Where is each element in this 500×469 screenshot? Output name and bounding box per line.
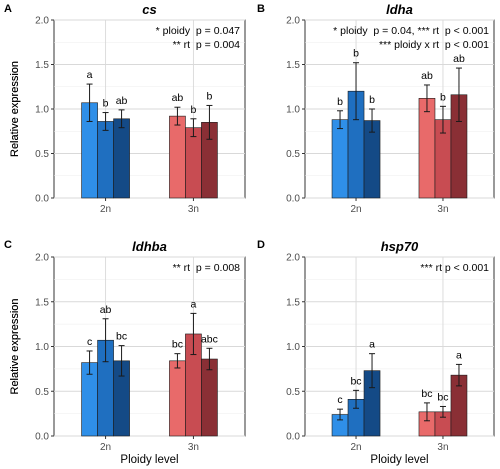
y-tick-label: 2.0 [286, 253, 300, 264]
bar [331, 119, 349, 199]
y-axis-label: Relative expression [9, 299, 21, 395]
y-tick-label: 1.0 [286, 105, 300, 116]
x-tick-label: 3n [437, 442, 448, 453]
y-tick-label: 1.0 [286, 342, 300, 353]
y-tick-label: 0.0 [286, 432, 300, 443]
bar [185, 127, 202, 199]
y-tick-label: 0.5 [35, 387, 49, 398]
stats-annotation: *** rt p < 0.001 [420, 262, 489, 274]
y-tick-label: 0.0 [35, 432, 49, 443]
x-tick-label: 2n [350, 442, 361, 453]
significance-letter: abc [201, 333, 218, 345]
significance-letter: a [369, 339, 375, 351]
y-tick-label: 1.5 [35, 297, 49, 308]
x-tick-label: 2n [100, 204, 111, 215]
significance-letter: a [456, 349, 462, 361]
y-tick-label: 1.5 [286, 297, 300, 308]
x-tick-label: 2n [100, 442, 111, 453]
significance-letter: b [191, 104, 197, 116]
panel-title: ldha [386, 2, 413, 17]
x-tick-label: 2n [350, 204, 361, 215]
significance-letter: b [337, 96, 343, 108]
panel-title: hsp70 [381, 239, 419, 254]
stats-annotation: * ploidy p = 0.04, *** rt p < 0.001 [333, 25, 489, 37]
y-tick-label: 0.5 [35, 149, 49, 160]
panel-letter: A [4, 3, 12, 15]
x-tick-label: 3n [437, 204, 448, 215]
y-axis-label: Relative expression [9, 61, 21, 157]
y-tick-label: 2.0 [286, 16, 300, 27]
y-tick-label: 0.0 [35, 194, 49, 205]
significance-letter: bc [421, 388, 432, 400]
panel-letter: B [257, 3, 265, 15]
x-tick-label: 3n [188, 204, 199, 215]
y-axis-label: Relative expression [9, 299, 21, 395]
y-tick-label: 0.5 [286, 149, 300, 160]
significance-letter: ab [116, 95, 128, 107]
y-tick-label: 1.5 [286, 60, 300, 71]
bar [113, 118, 130, 199]
y-axis-label: Relative expression [9, 61, 21, 157]
significance-letter: c [337, 394, 342, 406]
y-tick-label: 0.0 [286, 194, 300, 205]
significance-letter: bc [350, 375, 361, 387]
stats-annotation: * ploidy p = 0.047 [156, 25, 241, 37]
y-tick-label: 1.0 [35, 342, 49, 353]
significance-letter: ab [172, 92, 184, 104]
bar [201, 358, 218, 437]
significance-letter: bc [437, 391, 448, 403]
significance-letter: bc [172, 339, 183, 351]
bar [169, 115, 186, 199]
x-axis-label: Ploidy level [370, 454, 428, 466]
significance-letter: b [440, 91, 446, 103]
x-axis-label: Ploidy level [120, 454, 178, 466]
bar [418, 98, 436, 199]
panel-letter: D [257, 239, 265, 251]
significance-letter: ab [421, 70, 433, 82]
significance-letter: b [369, 94, 375, 106]
y-tick-label: 0.5 [286, 387, 300, 398]
panel-title: cs [142, 2, 156, 17]
significance-letter: a [87, 69, 93, 81]
significance-letter: bc [116, 331, 127, 343]
panel-c: 0.0 0.5 1.0 1.5 2.0 2n 3n c ab bc bc a abc ldhba C ** r… [4, 239, 246, 453]
significance-letter: b [103, 98, 109, 110]
significance-letter: b [207, 90, 213, 102]
significance-letter: ab [453, 53, 465, 65]
stats-annotation: ** rt p = 0.004 [173, 39, 241, 51]
bar [169, 360, 186, 437]
significance-letter: ab [100, 304, 112, 316]
x-tick-label: 3n [188, 442, 199, 453]
panel-title: ldhba [132, 239, 167, 254]
y-tick-label: 1.0 [35, 105, 49, 116]
y-tick-label: 2.0 [35, 253, 49, 264]
y-tick-label: 2.0 [35, 16, 49, 27]
panel-letter: C [4, 239, 12, 251]
stats-annotation: *** ploidy x rt p < 0.001 [379, 39, 489, 51]
significance-letter: c [87, 336, 92, 348]
y-tick-label: 1.5 [35, 60, 49, 71]
stats-annotation: ** rt p = 0.008 [173, 262, 241, 274]
bar [97, 121, 114, 199]
significance-letter: a [191, 298, 197, 310]
significance-letter: b [353, 48, 359, 60]
